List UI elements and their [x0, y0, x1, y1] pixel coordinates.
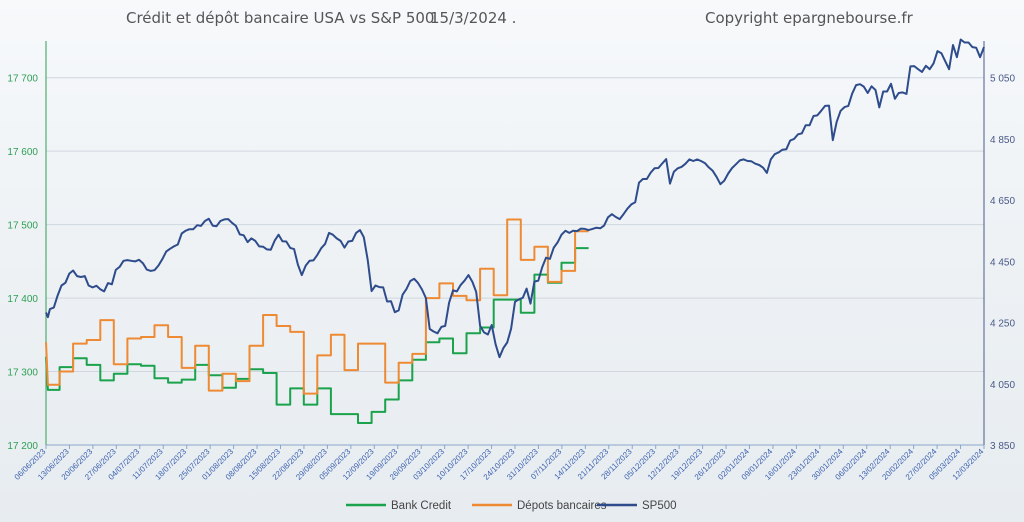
depots-line [45, 218, 589, 395]
right-tick-label-4: 4 650 [990, 196, 1015, 207]
left-tick-label-3: 17 500 [7, 221, 38, 232]
right-axis-ticks: 3 850 4 050 4 250 4 450 4 650 4 850 5 050 [990, 74, 1015, 452]
right-tick-label-5: 4 850 [990, 135, 1015, 146]
right-tick-label-3: 4 450 [990, 257, 1015, 268]
copyright-text: Copyright epargnebourse.fr [705, 9, 914, 27]
legend-label-bank-credit: Bank Credit [391, 500, 452, 512]
series-layer [45, 38, 985, 424]
gridlines [46, 77, 984, 373]
left-tick-label-1: 17 300 [7, 368, 38, 379]
legend-label-depots: Dépots bancaires [517, 500, 607, 512]
right-tick-label-2: 4 250 [990, 319, 1015, 330]
chart-title: Crédit et dépôt bancaire USA vs S&P 500 [126, 9, 434, 27]
left-axis-ticks: 17 200 17 300 17 400 17 500 17 600 17 700 [7, 74, 38, 452]
right-tick-label-6: 5 050 [990, 74, 1015, 85]
axes [45, 41, 985, 446]
right-tick-label-0: 3 850 [990, 441, 1015, 452]
legend-label-sp500: SP500 [642, 500, 677, 512]
left-tick-label-4: 17 600 [7, 147, 38, 158]
left-tick-label-0: 17 200 [7, 441, 38, 452]
chart-date: 15/3/2024 . [430, 9, 516, 27]
left-tick-label-2: 17 400 [7, 294, 38, 305]
right-tick-label-1: 4 050 [990, 380, 1015, 391]
legend: Bank Credit Dépots bancaires SP500 [346, 500, 677, 512]
left-tick-label-5: 17 700 [7, 74, 38, 85]
sp500-line [45, 38, 985, 359]
x-axis-ticks: 06/06/202313/06/202320/06/202327/06/2023… [13, 445, 986, 482]
